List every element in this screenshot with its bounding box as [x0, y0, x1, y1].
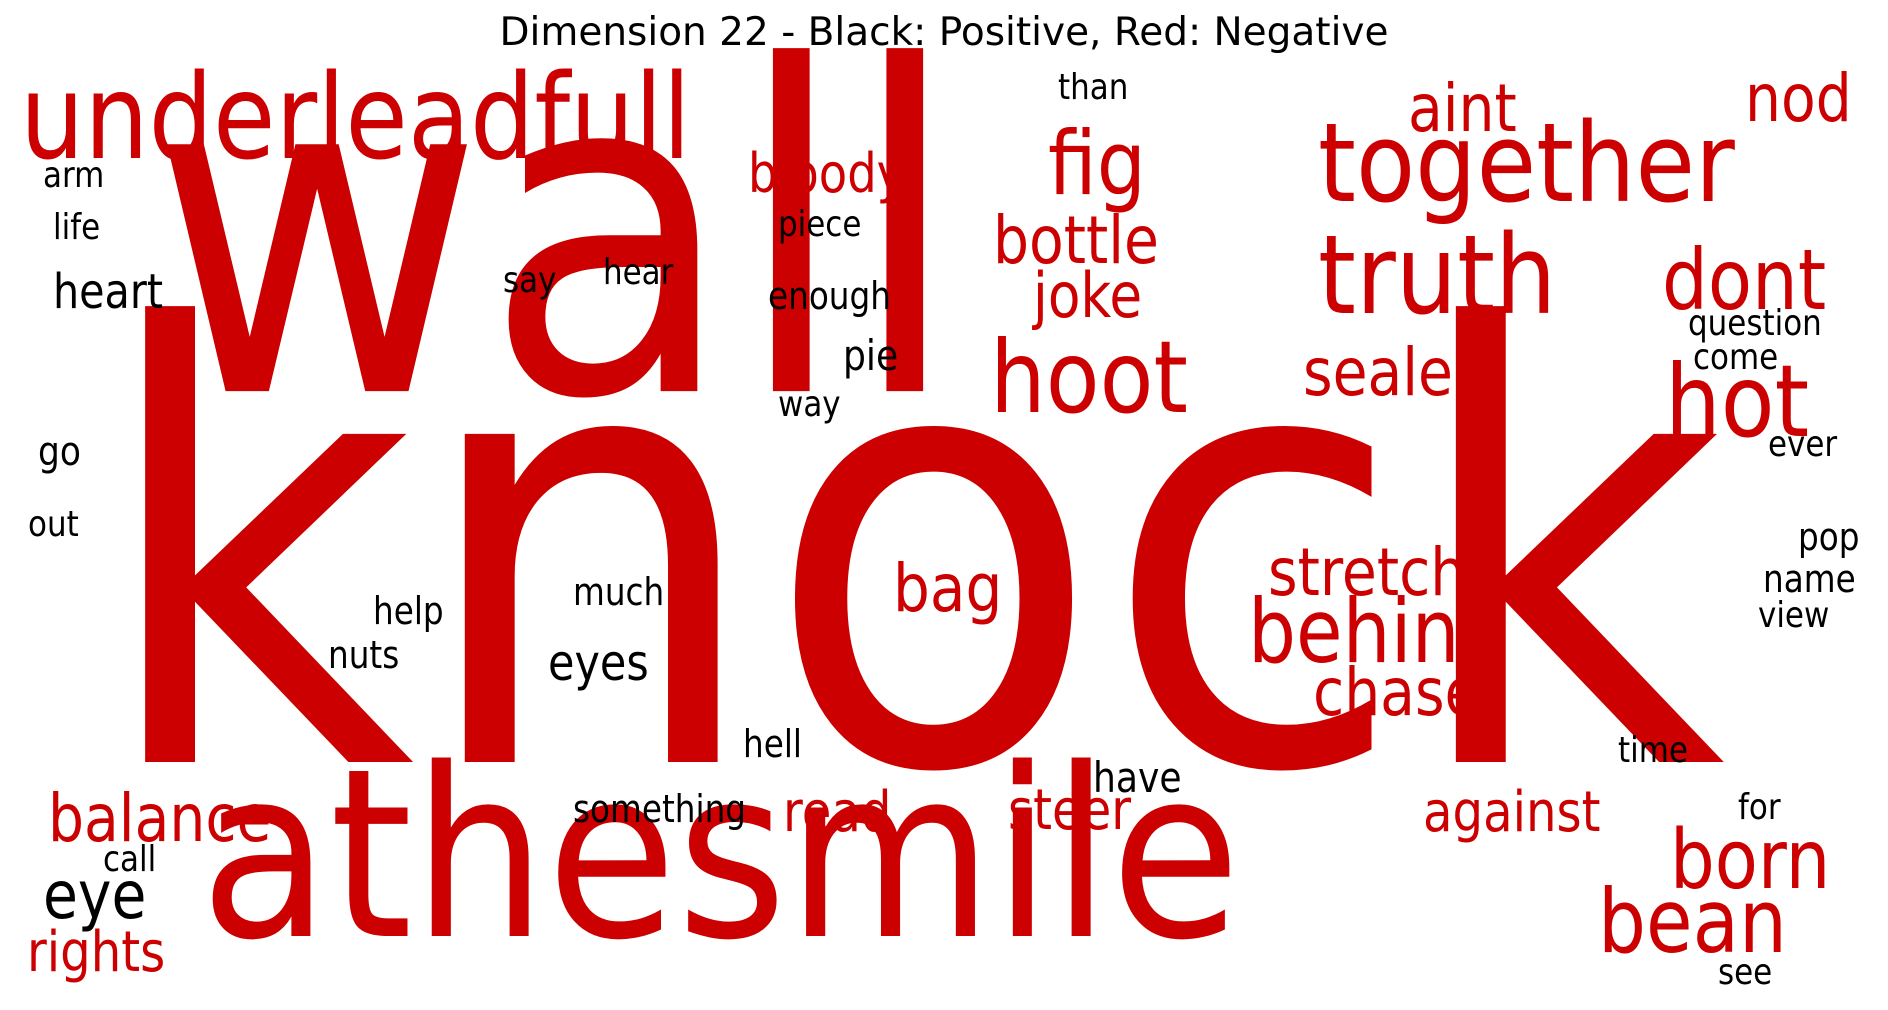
- word-much: much: [573, 570, 665, 614]
- word-sealed: sealed: [1303, 334, 1490, 411]
- word-dont: dont: [1662, 231, 1827, 329]
- word-life: life: [53, 207, 101, 248]
- word-bag: bag: [893, 550, 1003, 627]
- word-way: way: [778, 384, 841, 425]
- word-call: call: [103, 839, 157, 880]
- word-nod: nod: [1745, 60, 1852, 137]
- word-knock: knock: [95, 205, 1726, 904]
- word-read: read: [783, 780, 892, 845]
- word-name: name: [1763, 557, 1856, 601]
- word-nuts: nuts: [328, 633, 400, 677]
- word-steer: steer: [1008, 778, 1132, 843]
- word-heart: heart: [53, 264, 164, 320]
- word-bottle: bottle: [993, 202, 1159, 279]
- word-behind: behind: [1248, 580, 1508, 683]
- word-time: time: [1618, 730, 1688, 771]
- word-pop: pop: [1798, 515, 1860, 559]
- word-stretch: stretch: [1268, 534, 1467, 611]
- word-something: something: [573, 787, 747, 831]
- word-athesmile: athesmile: [200, 719, 1241, 992]
- word-go: go: [38, 429, 81, 475]
- word-underleadfull: underleadfull: [20, 48, 691, 186]
- word-arm: arm: [43, 155, 105, 196]
- word-out: out: [28, 504, 79, 545]
- word-against: against: [1423, 780, 1601, 845]
- word-pie: pie: [843, 331, 899, 380]
- word-hot: hot: [1665, 343, 1810, 460]
- word-balance: balance: [48, 780, 272, 857]
- word-together: together: [1318, 99, 1735, 227]
- word-for: for: [1738, 787, 1781, 828]
- word-view: view: [1758, 595, 1830, 636]
- word-have: have: [1093, 753, 1182, 802]
- word-eye: eye: [43, 857, 147, 934]
- word-rights: rights: [27, 920, 166, 985]
- word-wall: wall: [150, 0, 962, 499]
- word-chase: chase: [1313, 654, 1480, 731]
- word-bean: bean: [1598, 870, 1787, 973]
- word-aint: aint: [1408, 70, 1517, 147]
- word-help: help: [373, 589, 444, 633]
- word-question: question: [1688, 303, 1822, 344]
- word-joke: joke: [1033, 259, 1143, 332]
- word-say: say: [503, 260, 557, 301]
- word-come: come: [1693, 337, 1779, 378]
- word-bloody: bloody: [748, 142, 905, 205]
- word-born: born: [1670, 813, 1831, 908]
- word-see: see: [1718, 952, 1773, 993]
- word-ever: ever: [1768, 424, 1838, 465]
- word-enough: enough: [768, 274, 891, 318]
- word-than: than: [1058, 67, 1129, 108]
- word-truth: truth: [1318, 211, 1557, 339]
- word-piece: piece: [778, 204, 862, 245]
- word-eyes: eyes: [548, 634, 649, 692]
- word-hear: hear: [603, 252, 674, 293]
- chart-title: Dimension 22 - Black: Positive, Red: Neg…: [499, 10, 1389, 55]
- word-hoot: hoot: [990, 319, 1188, 436]
- word-hell: hell: [743, 722, 802, 766]
- word-fig: fig: [1048, 112, 1146, 215]
